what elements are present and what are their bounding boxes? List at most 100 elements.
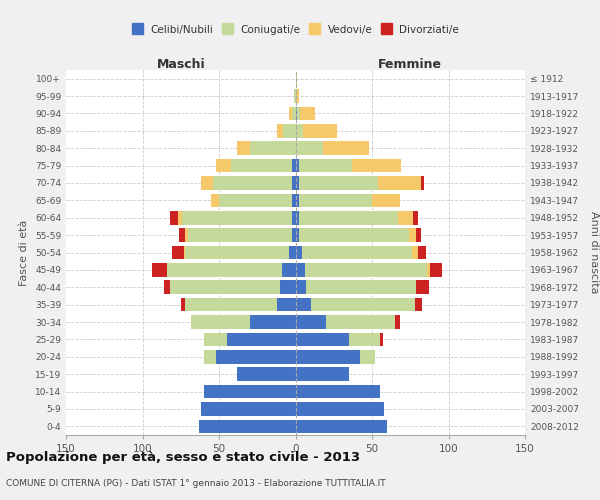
Bar (289, 106, 292, 120)
Bar (296, 228, 299, 242)
Bar (296, 263, 305, 276)
Bar (292, 176, 296, 190)
Bar (395, 315, 400, 329)
Bar (416, 280, 428, 294)
Bar (326, 315, 395, 329)
Bar (302, 246, 412, 260)
Bar (170, 280, 280, 294)
Bar (421, 176, 424, 190)
Bar (292, 106, 296, 120)
Bar (172, 246, 184, 260)
Bar (191, 315, 250, 329)
Bar (296, 211, 299, 224)
Bar (200, 176, 213, 190)
Bar (188, 228, 292, 242)
Bar (412, 246, 418, 260)
Bar (216, 350, 296, 364)
Bar (427, 263, 430, 276)
Bar (299, 194, 372, 207)
Bar (416, 228, 421, 242)
Bar (167, 263, 282, 276)
Bar (179, 228, 185, 242)
Bar (360, 350, 375, 364)
Bar (296, 194, 299, 207)
Bar (227, 332, 296, 346)
Bar (292, 211, 296, 224)
Legend: Celibi/Nubili, Coniugati/e, Vedovi/e, Divorziati/e: Celibi/Nubili, Coniugati/e, Vedovi/e, Di… (128, 20, 463, 39)
Bar (250, 142, 296, 155)
Text: Maschi: Maschi (157, 58, 205, 71)
Bar (277, 124, 283, 138)
Bar (296, 420, 388, 433)
Text: Popolazione per età, sesso e stato civile - 2013: Popolazione per età, sesso e stato civil… (6, 451, 360, 464)
Bar (211, 194, 219, 207)
Bar (182, 211, 292, 224)
Bar (296, 280, 306, 294)
Bar (430, 263, 442, 276)
Y-axis label: Anni di nascita: Anni di nascita (589, 211, 599, 294)
Bar (409, 228, 416, 242)
Text: COMUNE DI CITERNA (PG) - Dati ISTAT 1° gennaio 2013 - Elaborazione TUTTITALIA.IT: COMUNE DI CITERNA (PG) - Dati ISTAT 1° g… (6, 479, 386, 488)
Bar (296, 142, 323, 155)
Bar (292, 159, 296, 172)
Bar (282, 263, 296, 276)
Bar (231, 159, 292, 172)
Bar (277, 298, 296, 312)
Bar (152, 263, 167, 276)
Bar (283, 124, 296, 138)
Bar (296, 106, 297, 120)
Bar (289, 246, 296, 260)
Bar (219, 194, 292, 207)
Bar (415, 298, 422, 312)
Bar (296, 332, 349, 346)
Bar (178, 211, 182, 224)
Bar (292, 194, 296, 207)
Bar (184, 246, 185, 260)
Bar (204, 332, 227, 346)
Bar (296, 90, 299, 103)
Bar (299, 176, 378, 190)
Bar (164, 280, 170, 294)
Bar (296, 124, 303, 138)
Bar (413, 211, 418, 224)
Bar (296, 72, 297, 86)
Bar (352, 159, 401, 172)
Bar (185, 246, 289, 260)
Bar (372, 194, 400, 207)
Bar (299, 159, 352, 172)
Bar (238, 368, 296, 381)
Bar (185, 228, 188, 242)
Bar (204, 385, 296, 398)
Bar (296, 402, 384, 415)
Bar (349, 332, 380, 346)
Bar (296, 246, 302, 260)
Bar (280, 280, 296, 294)
Bar (170, 211, 178, 224)
Bar (311, 298, 415, 312)
Bar (300, 106, 316, 120)
Bar (238, 142, 250, 155)
Bar (418, 246, 425, 260)
Bar (294, 90, 296, 103)
Bar (204, 350, 216, 364)
Bar (380, 332, 383, 346)
Bar (292, 228, 296, 242)
Bar (185, 298, 277, 312)
Bar (296, 385, 380, 398)
Bar (323, 142, 369, 155)
Bar (306, 280, 416, 294)
Bar (213, 176, 292, 190)
Bar (181, 298, 185, 312)
Bar (398, 211, 413, 224)
Bar (296, 159, 299, 172)
Bar (299, 211, 398, 224)
Bar (216, 159, 231, 172)
Bar (250, 315, 296, 329)
Bar (200, 402, 296, 415)
Y-axis label: Fasce di età: Fasce di età (19, 220, 29, 286)
Bar (378, 176, 421, 190)
Bar (299, 228, 409, 242)
Bar (303, 124, 337, 138)
Bar (199, 420, 296, 433)
Bar (305, 263, 427, 276)
